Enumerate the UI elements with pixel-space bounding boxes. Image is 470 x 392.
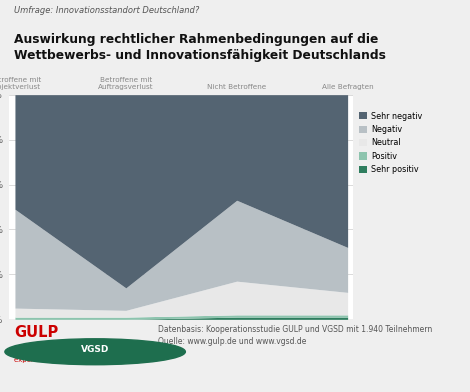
Text: VGSD: VGSD bbox=[81, 345, 110, 354]
Text: Auswirkung rechtlicher Rahmenbedingungen auf die
Wettbewerbs- und Innovationsfäh: Auswirkung rechtlicher Rahmenbedingungen… bbox=[14, 33, 386, 62]
Text: Alle Befragten: Alle Befragten bbox=[322, 84, 374, 90]
Text: Datenbasis: Kooperationsstudie GULP und VGSD mit 1.940 Teilnehmern
Quelle: www.g: Datenbasis: Kooperationsstudie GULP und … bbox=[158, 325, 432, 346]
Circle shape bbox=[5, 339, 185, 365]
Text: Nicht Betroffene: Nicht Betroffene bbox=[207, 84, 266, 90]
Text: Betroffene mit
Projektverlust: Betroffene mit Projektverlust bbox=[0, 77, 41, 90]
Text: GULP: GULP bbox=[14, 325, 58, 339]
Legend: Sehr negativ, Negativ, Neutral, Positiv, Sehr positiv: Sehr negativ, Negativ, Neutral, Positiv,… bbox=[357, 110, 424, 176]
Text: Umfrage: Innovationsstandort Deutschland?: Umfrage: Innovationsstandort Deutschland… bbox=[14, 6, 199, 15]
Text: Betroffene mit
Auftragsverlust: Betroffene mit Auftragsverlust bbox=[98, 77, 154, 90]
Text: experts united: experts united bbox=[14, 357, 65, 363]
